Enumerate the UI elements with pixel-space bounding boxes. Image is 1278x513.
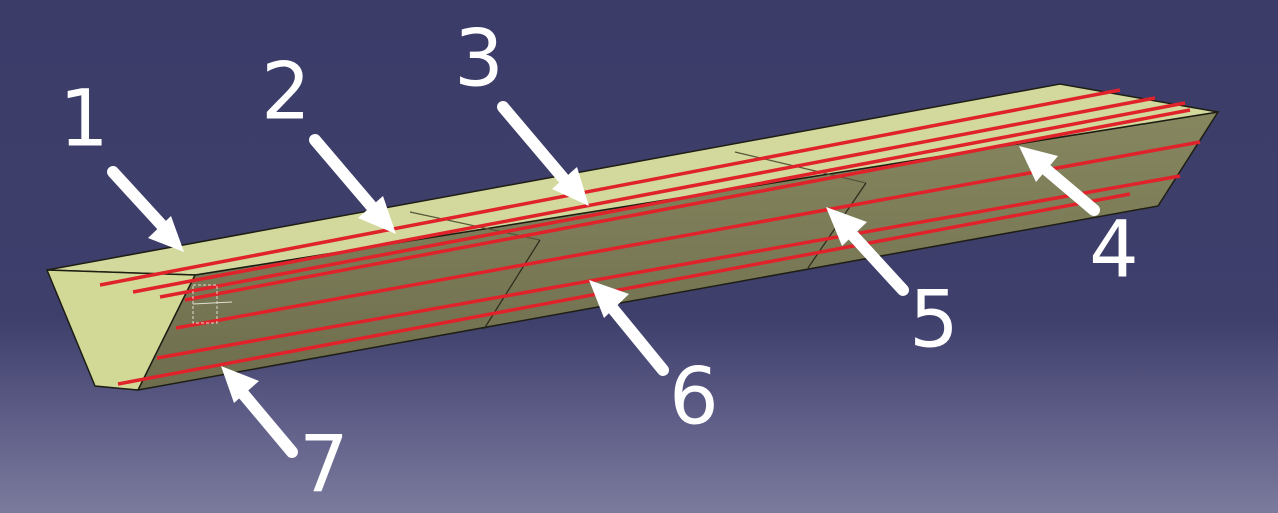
callout-arrows [107, 101, 1100, 458]
callout-label-5: 5 [909, 275, 959, 365]
callout-label-2: 2 [261, 47, 311, 137]
rebar-bottom [117, 192, 1131, 386]
beam-end-face [45, 269, 197, 391]
arrowhead-3 [552, 167, 589, 206]
callout-arrow-3 [497, 101, 575, 191]
segment-line [734, 151, 867, 184]
callout-labels: 1 2 3 4 5 6 7 [59, 14, 1139, 510]
callout-arrow-5 [842, 224, 909, 296]
rebar-top [159, 101, 1186, 299]
arrowhead-7 [221, 366, 259, 403]
arrowhead-4 [1019, 146, 1058, 182]
callout-arrow-4 [1036, 160, 1100, 216]
rebar-side [156, 174, 1181, 360]
callout-arrow-6 [603, 298, 669, 376]
callout-arrow-7 [234, 384, 298, 458]
callout-arrow-1 [107, 166, 174, 238]
callout-label-1: 1 [59, 74, 109, 164]
callout-label-6: 6 [669, 352, 719, 442]
callout-label-7: 7 [299, 420, 349, 510]
callout-label-4: 4 [1089, 205, 1139, 295]
rebar-top [99, 88, 1121, 287]
callout-arrow-2 [309, 134, 384, 220]
arrowhead-2 [358, 196, 396, 234]
rebar-top [132, 96, 1156, 294]
rebar-top [184, 108, 1191, 302]
axis-marker [192, 284, 233, 324]
callout-label-3: 3 [454, 14, 504, 104]
rebar-side [175, 140, 1201, 330]
arrowhead-6 [589, 280, 629, 318]
arrowhead-5 [826, 207, 867, 246]
arrowhead-1 [148, 216, 184, 252]
